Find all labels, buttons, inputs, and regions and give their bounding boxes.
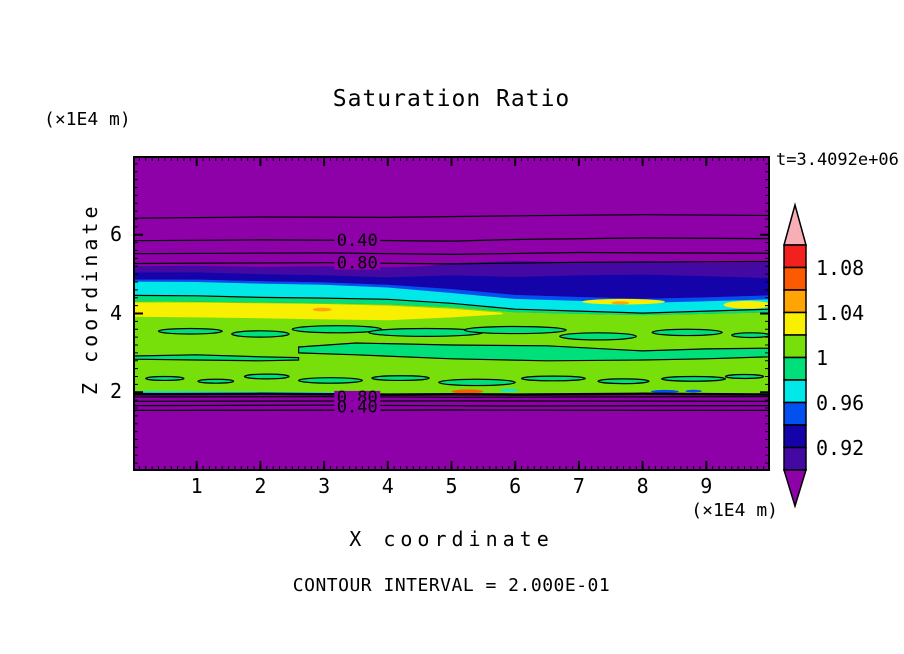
contour-plot-area: 0.400.800.800.40 [133,156,770,471]
colorbar-segment-1.06 [783,266,807,291]
z-tick-label: 4 [109,300,122,325]
band-blue [133,279,770,303]
contour-label: 0.80 [337,254,378,274]
contour-line-0.40 [133,404,770,407]
colorbar-segment-0.92 [783,424,807,449]
colorbar-segment-1.04 [783,289,807,314]
x-tick-label: 3 [318,474,331,498]
blob-mid-band [298,342,770,362]
edge-spring-top [133,294,770,314]
blob-left-band [133,354,300,362]
z-tick-label: 6 [109,221,122,246]
blob-a6 [559,332,637,341]
colorbar-segment-1.00 [783,334,807,359]
colorbar-segment-1.08 [783,244,807,269]
x-tick-label: 8 [636,474,649,498]
z-tick-label: 2 [109,379,122,404]
z-axis-units-label: (×1E4 m) [44,109,131,130]
band-spring [133,295,770,316]
blob-b5 [371,375,430,382]
spot-blue-bottom-1 [650,389,679,394]
colorbar-label: 1 [816,345,829,370]
colorbar-segment-0.98 [783,356,807,381]
contour-label: 0.40 [337,398,378,418]
x-tick-label: 4 [381,474,394,498]
contour-line-0.80 [133,260,770,265]
colorbar-over-arrow [783,202,807,246]
contour-line-0.20 [133,214,770,219]
blob-b1 [145,375,185,382]
spot-blue-bottom-2 [685,389,702,393]
blob-b4 [298,377,363,384]
x-tick-label: 5 [445,474,458,498]
contour-label-bg [334,256,381,270]
band-cyan [133,281,770,314]
blob-b3 [243,373,290,380]
colorbar-label: 1.04 [816,300,865,325]
x-tick-label: 1 [190,474,203,498]
spot-cyan-bottom [499,388,519,392]
patch-yellow-corner [723,300,770,309]
colorbar-under-arrow [782,469,808,509]
contour-label-bg [334,233,381,247]
band-navy [133,272,770,299]
contour-interval-note: CONTOUR INTERVAL = 2.000E-01 [292,575,611,596]
blob-b6 [438,378,516,387]
x-tick-label: 6 [509,474,522,498]
x-tick-label: 9 [700,474,713,498]
blob-a7 [651,328,723,337]
colorbar-label: 0.92 [816,435,865,460]
band-yellow [133,302,503,321]
colorbar-segment-0.90 [783,446,807,471]
colorbar-segment-0.94 [783,401,807,426]
contour-label-bg [334,390,381,404]
x-tick-label: 7 [572,474,585,498]
blob-b7 [520,375,586,382]
blob-a2 [231,330,290,338]
spot-orange-left [312,307,332,312]
colorbar-segment-1.02 [783,311,807,336]
blob-a8 [731,332,770,339]
contour-line-0.40 [133,237,770,242]
colorbar [782,202,808,509]
colorbar-label: 1.08 [816,255,865,280]
contour-line-0.80 [133,396,770,398]
blob-a3 [291,325,383,334]
blob-b10 [724,373,765,380]
band-indigo [133,261,770,279]
colorbar-segment-0.96 [783,379,807,404]
spot-redorange-bottom [451,389,484,394]
chart-title: Saturation Ratio [332,86,571,112]
spot-orange-right [611,301,630,305]
x-axis-title: X coordinate [349,527,554,551]
blob-b8 [597,378,650,385]
axis-ticks [133,156,770,471]
x-axis-units-label: (×1E4 m) [691,500,778,521]
blob-a5 [463,325,567,335]
colorbar-label: 0.96 [816,390,865,415]
edge-green-bottom [133,392,770,396]
blob-a1 [157,327,223,335]
contour-line-0.60 [133,251,770,256]
blob-b9 [661,375,727,382]
contour-label-bg [334,400,381,414]
blob-b2 [197,378,235,384]
time-annotation: t=3.4092e+06 [776,150,899,170]
x-tick-label: 2 [254,474,267,498]
contour-label: 0.40 [337,231,378,251]
